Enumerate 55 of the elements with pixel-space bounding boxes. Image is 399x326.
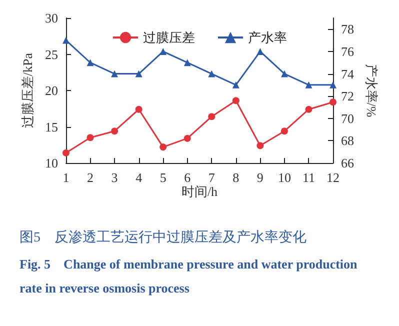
point — [111, 70, 118, 78]
y2-tick-label: 68 — [341, 133, 354, 148]
x-tick-label: 8 — [232, 170, 240, 185]
x-axis-title: 时间/h — [181, 184, 218, 199]
y2-tick-label: 78 — [341, 22, 354, 37]
point — [160, 144, 167, 151]
point — [256, 142, 264, 150]
caption: Fig. 5 Change of membrane pressure and water production rate in reverse osmosis process — [20, 256, 361, 296]
x-tick-label: 5 — [160, 170, 166, 185]
point — [256, 48, 264, 55]
x-tick-label: 11 — [302, 170, 315, 185]
point — [86, 59, 94, 66]
y-tick-label: 10 — [45, 156, 58, 170]
y2-axis-title: 产水率/% — [364, 64, 379, 118]
x-tick-label: 7 — [208, 170, 216, 185]
point — [135, 70, 142, 78]
point — [86, 134, 94, 142]
y2-tick-label: 66 — [341, 156, 354, 170]
y-tick-label: 30 — [45, 10, 58, 26]
point — [184, 59, 191, 66]
point — [305, 81, 312, 88]
point — [330, 98, 336, 106]
point — [330, 81, 336, 88]
point — [208, 113, 216, 120]
x-tick-label: 1 — [62, 170, 70, 185]
y2-tick-label: 72 — [341, 88, 354, 104]
point — [232, 81, 240, 88]
point — [305, 106, 312, 113]
y-tick-label: 20 — [45, 83, 58, 98]
x-tick-label: 9 — [256, 170, 264, 185]
legend-label: 过膜压差 — [143, 30, 195, 45]
y-tick-label: 25 — [45, 46, 58, 62]
point — [62, 149, 70, 156]
point — [62, 36, 70, 44]
caption: 图5 反渗透工艺运行中过膜压差及产水率变化 — [20, 230, 306, 246]
point — [232, 97, 240, 104]
legend-label: 产水率 — [248, 30, 287, 45]
x-tick-label: 10 — [278, 170, 291, 185]
y2-tick-label: 74 — [341, 66, 354, 82]
point — [135, 106, 142, 113]
point — [280, 128, 288, 135]
point — [280, 70, 288, 78]
point — [111, 128, 118, 135]
x-tick-label: 4 — [136, 170, 143, 185]
point — [208, 70, 216, 78]
x-tick-label: 3 — [111, 170, 118, 185]
y-axis-title: 过膜压差/kPa — [20, 52, 36, 128]
x-tick-label: 12 — [326, 170, 340, 185]
point — [160, 48, 167, 55]
x-tick-label: 2 — [87, 170, 94, 185]
point — [184, 134, 191, 142]
y-tick-label: 15 — [45, 119, 58, 134]
y2-tick-label: 70 — [341, 110, 354, 126]
y2-tick-label: 76 — [341, 44, 354, 59]
x-tick-label: 6 — [184, 170, 192, 185]
